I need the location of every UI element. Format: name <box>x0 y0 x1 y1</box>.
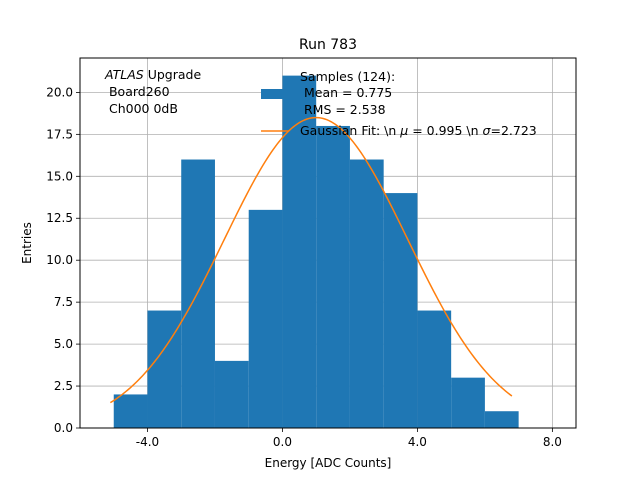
y-tick-label-6: 15.0 <box>46 169 73 183</box>
y-tick-label-8: 20.0 <box>46 85 73 99</box>
fit-mu-symbol: μ <box>399 123 408 138</box>
histogram-bar-3 <box>215 361 249 428</box>
y-tick-label-5: 12.5 <box>46 211 73 225</box>
atlas-label: ATLAS <box>104 67 144 82</box>
histogram-bar-8 <box>384 193 418 428</box>
histogram-bar-11 <box>485 411 519 428</box>
y-tick-label-3: 7.5 <box>54 295 73 309</box>
legend-samples-swatch <box>261 89 289 99</box>
histogram-bar-0 <box>114 394 148 428</box>
upgrade-label: Upgrade <box>144 67 202 82</box>
histogram-bar-9 <box>417 311 451 428</box>
legend-fit-label: Gaussian Fit: \n μ = 0.995 \n σ=2.723 <box>300 123 537 138</box>
x-tick-label-1: 0.0 <box>273 435 292 449</box>
y-tick-label-2: 5.0 <box>54 337 73 351</box>
histogram-bar-7 <box>350 160 384 428</box>
fit-sigma-value: =2.723 <box>490 123 536 138</box>
histogram-bar-6 <box>316 126 350 428</box>
x-axis-label: Energy [ADC Counts] <box>265 456 392 470</box>
y-tick-label-1: 2.5 <box>54 379 73 393</box>
histogram-bar-1 <box>147 311 181 428</box>
legend-samples-mean: Mean = 0.775 <box>300 85 392 100</box>
x-tick-label-2: 4.0 <box>408 435 427 449</box>
fit-label-prefix: Gaussian Fit: \n <box>300 123 400 138</box>
y-tick-label-0: 0.0 <box>54 421 73 435</box>
histogram-chart: -4.0 0.0 4.0 8.0 0.0 2.5 5.0 7.5 10.0 12.5 15.0 17… <box>0 0 640 480</box>
y-axis-label: Entries <box>20 222 34 264</box>
legend-samples-title: Samples (124): <box>300 69 395 84</box>
x-tick-label-3: 8.0 <box>543 435 562 449</box>
annotation-line-3: Ch000 0dB <box>105 101 178 116</box>
y-tick-label-4: 10.0 <box>46 253 73 267</box>
x-tick-label-0: -4.0 <box>136 435 159 449</box>
annotation-line-2: Board260 <box>105 84 170 99</box>
histogram-bar-4 <box>249 210 283 428</box>
annotation-line-1: ATLAS Upgrade <box>104 67 201 82</box>
histogram-bar-2 <box>181 160 215 428</box>
fit-mu-value: = 0.995 \n <box>408 123 482 138</box>
chart-title: Run 783 <box>299 37 357 53</box>
legend-samples-rms: RMS = 2.538 <box>300 102 386 117</box>
histogram-bar-10 <box>451 378 485 428</box>
y-tick-label-7: 17.5 <box>46 127 73 141</box>
